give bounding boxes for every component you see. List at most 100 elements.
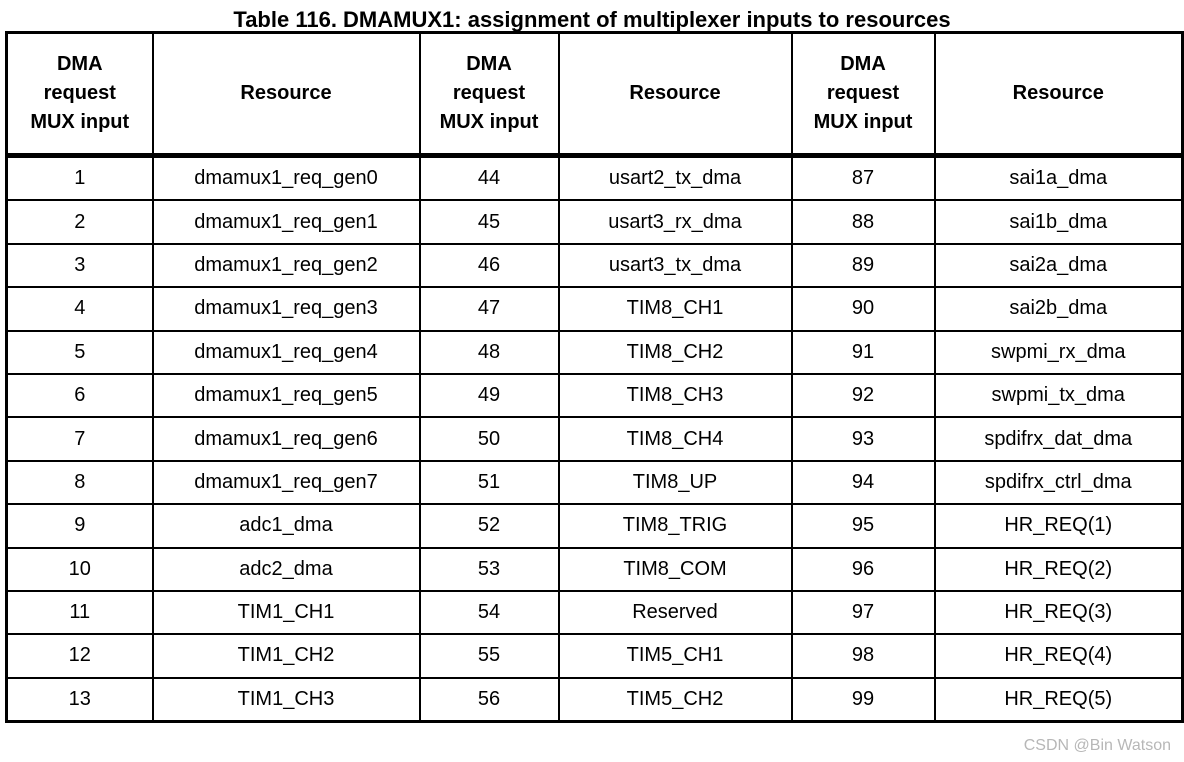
header-mux-input-1: DMA request MUX input	[5, 31, 154, 158]
table-row: 8 dmamux1_req_gen7 51 TIM8_UP 94 spdifrx_ctrl…	[5, 459, 1184, 506]
mux-input-cell: 92	[790, 372, 936, 419]
mux-input-cell: 91	[790, 329, 936, 375]
resource-cell: TIM8_TRIG	[557, 503, 793, 549]
resource-cell: dmamux1_req_gen1	[151, 199, 421, 245]
mux-input-cell: 44	[418, 154, 560, 202]
resource-cell: dmamux1_req_gen6	[151, 416, 421, 462]
table-row: 5 dmamux1_req_gen4 48 TIM8_CH2 91 swpmi_rx_dm…	[5, 329, 1184, 375]
resource-cell: adc2_dma	[151, 546, 421, 592]
header-resource-1: Resource	[151, 31, 421, 158]
mux-input-cell: 49	[418, 372, 560, 419]
table-row: 7 dmamux1_req_gen6 50 TIM8_CH4 93 spdifrx_dat…	[5, 416, 1184, 462]
resource-cell: TIM8_CH2	[557, 329, 793, 375]
mux-input-cell: 47	[418, 286, 560, 332]
mux-input-cell: 53	[418, 546, 560, 592]
resource-cell: dmamux1_req_gen4	[151, 329, 421, 375]
mux-input-cell: 94	[790, 459, 936, 506]
resource-cell: dmamux1_req_gen2	[151, 242, 421, 289]
mux-input-cell: 90	[790, 286, 936, 332]
mux-input-cell: 51	[418, 459, 560, 506]
mux-input-cell: 52	[418, 503, 560, 549]
mux-input-cell: 4	[5, 286, 154, 332]
resource-cell: Reserved	[557, 589, 793, 636]
table-header: DMA request MUX input Resource DMA reque…	[5, 31, 1184, 158]
resource-cell: sai2a_dma	[933, 242, 1184, 289]
mux-input-cell: 45	[418, 199, 560, 245]
resource-cell: sai1a_dma	[933, 154, 1184, 202]
table-row: 4 dmamux1_req_gen3 47 TIM8_CH1 90 sai2b_dma	[5, 286, 1184, 332]
mux-input-cell: 54	[418, 589, 560, 636]
dmamux-assignment-table: DMA request MUX input Resource DMA reque…	[5, 31, 1184, 724]
table-title: Table 116. DMAMUX1: assignment of multip…	[233, 7, 951, 32]
resource-cell: TIM1_CH2	[151, 633, 421, 679]
mux-input-cell: 6	[5, 372, 154, 419]
header-mux-input-3: DMA request MUX input	[790, 31, 936, 158]
header-row: DMA request MUX input Resource DMA reque…	[5, 31, 1184, 158]
resource-cell: usart3_rx_dma	[557, 199, 793, 245]
mux-input-cell: 8	[5, 459, 154, 506]
header-resource-2: Resource	[557, 31, 793, 158]
resource-cell: spdifrx_ctrl_dma	[933, 459, 1184, 506]
mux-input-cell: 89	[790, 242, 936, 289]
resource-cell: HR_REQ(4)	[933, 633, 1184, 679]
mux-input-cell: 13	[5, 676, 154, 723]
resource-cell: swpmi_rx_dma	[933, 329, 1184, 375]
mux-input-cell: 50	[418, 416, 560, 462]
table-row: 11 TIM1_CH1 54 Reserved 97 HR_REQ(3)	[5, 589, 1184, 636]
mux-input-cell: 93	[790, 416, 936, 462]
resource-cell: TIM5_CH1	[557, 633, 793, 679]
mux-input-cell: 46	[418, 242, 560, 289]
mux-input-cell: 5	[5, 329, 154, 375]
resource-cell: HR_REQ(2)	[933, 546, 1184, 592]
table-body: 1 dmamux1_req_gen0 44 usart2_tx_dma 87 sai1a_…	[5, 154, 1184, 723]
resource-cell: usart3_tx_dma	[557, 242, 793, 289]
resource-cell: TIM8_UP	[557, 459, 793, 506]
mux-input-cell: 9	[5, 503, 154, 549]
table-row: 3 dmamux1_req_gen2 46 usart3_tx_dma 89 sai2a_…	[5, 242, 1184, 289]
resource-cell: swpmi_tx_dma	[933, 372, 1184, 419]
mux-input-cell: 97	[790, 589, 936, 636]
table-row: 10 adc2_dma 53 TIM8_COM 96 HR_REQ(2)	[5, 546, 1184, 592]
mux-input-cell: 12	[5, 633, 154, 679]
table-row: 12 TIM1_CH2 55 TIM5_CH1 98 HR_REQ(4)	[5, 633, 1184, 679]
resource-cell: HR_REQ(3)	[933, 589, 1184, 636]
resource-cell: adc1_dma	[151, 503, 421, 549]
mux-input-cell: 99	[790, 676, 936, 723]
resource-cell: dmamux1_req_gen0	[151, 154, 421, 202]
resource-cell: TIM1_CH1	[151, 589, 421, 636]
mux-input-cell: 7	[5, 416, 154, 462]
table-row: 1 dmamux1_req_gen0 44 usart2_tx_dma 87 sai1a_…	[5, 154, 1184, 202]
resource-cell: TIM5_CH2	[557, 676, 793, 723]
mux-input-cell: 10	[5, 546, 154, 592]
resource-cell: spdifrx_dat_dma	[933, 416, 1184, 462]
header-resource-3: Resource	[933, 31, 1184, 158]
table-row: 13 TIM1_CH3 56 TIM5_CH2 99 HR_REQ(5)	[5, 676, 1184, 723]
resource-cell: HR_REQ(5)	[933, 676, 1184, 723]
mux-input-cell: 56	[418, 676, 560, 723]
mux-input-cell: 2	[5, 199, 154, 245]
mux-input-cell: 87	[790, 154, 936, 202]
resource-cell: sai1b_dma	[933, 199, 1184, 245]
resource-cell: dmamux1_req_gen3	[151, 286, 421, 332]
header-mux-input-2: DMA request MUX input	[418, 31, 560, 158]
table-row: 9 adc1_dma 52 TIM8_TRIG 95 HR_REQ(1)	[5, 503, 1184, 549]
mux-input-cell: 48	[418, 329, 560, 375]
resource-cell: TIM1_CH3	[151, 676, 421, 723]
resource-cell: TIM8_CH3	[557, 372, 793, 419]
mux-input-cell: 55	[418, 633, 560, 679]
mux-input-cell: 95	[790, 503, 936, 549]
mux-input-cell: 98	[790, 633, 936, 679]
mux-input-cell: 96	[790, 546, 936, 592]
resource-cell: dmamux1_req_gen5	[151, 372, 421, 419]
resource-cell: TIM8_CH4	[557, 416, 793, 462]
mux-input-cell: 3	[5, 242, 154, 289]
mux-input-cell: 11	[5, 589, 154, 636]
resource-cell: sai2b_dma	[933, 286, 1184, 332]
resource-cell: TIM8_COM	[557, 546, 793, 592]
table-row: 6 dmamux1_req_gen5 49 TIM8_CH3 92 swpmi_tx_dm…	[5, 372, 1184, 419]
resource-cell: HR_REQ(1)	[933, 503, 1184, 549]
resource-cell: usart2_tx_dma	[557, 154, 793, 202]
table-row: 2 dmamux1_req_gen1 45 usart3_rx_dma 88 sai1b_…	[5, 199, 1184, 245]
resource-cell: TIM8_CH1	[557, 286, 793, 332]
csdn-watermark: CSDN @Bin Watson	[1023, 737, 1171, 754]
